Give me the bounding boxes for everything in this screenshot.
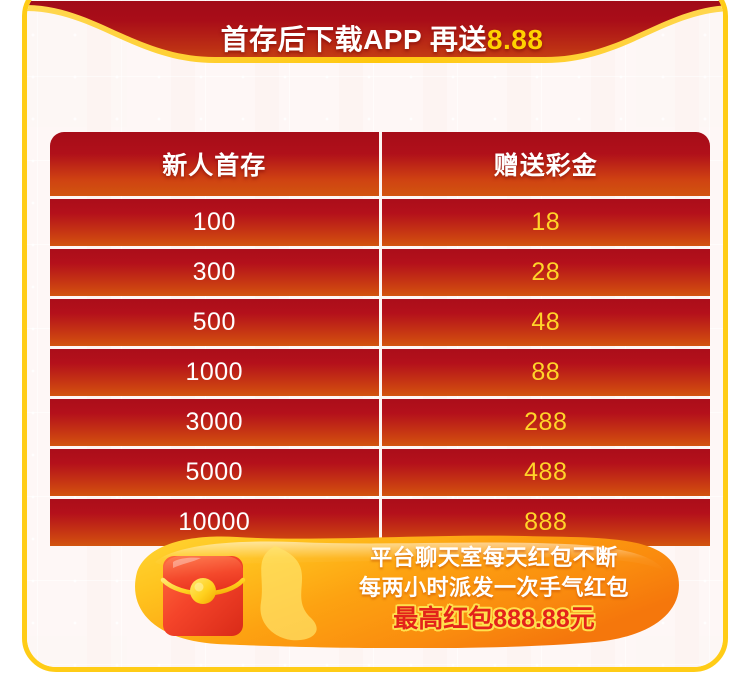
cell-bonus: 48 <box>378 299 711 346</box>
table-row: 500 48 <box>50 299 710 346</box>
bottom-banner-line-2: 每两小时派发一次手气红包 <box>358 575 629 600</box>
cell-bonus: 488 <box>378 449 711 496</box>
cell-bonus: 28 <box>378 249 711 296</box>
table-header-bonus: 赠送彩金 <box>378 132 711 196</box>
cell-bonus: 888 <box>378 499 711 546</box>
table-row: 3000 288 <box>50 399 710 446</box>
promo-card: 首存后下载APP 再送8.88 新人首存 赠送彩金 100 18 300 28 … <box>22 0 728 672</box>
cell-bonus: 88 <box>378 349 711 396</box>
table-row: 5000 488 <box>50 449 710 496</box>
top-banner-shape <box>27 1 723 63</box>
table-header-deposit: 新人首存 <box>162 152 267 180</box>
cell-deposit: 500 <box>192 308 236 336</box>
bottom-banner-shape <box>135 535 679 648</box>
cell-bonus: 18 <box>378 199 711 246</box>
top-banner <box>27 1 723 73</box>
top-banner-highlight: 8.88 <box>486 24 544 55</box>
top-banner-label: 首存后下载APP 再送 <box>220 24 487 55</box>
cell-deposit: 3000 <box>185 408 244 436</box>
table-row: 1000 88 <box>50 349 710 396</box>
bottom-banner-line-1: 平台聊天室每天红包不断 <box>370 545 618 570</box>
bottom-banner: 平台聊天室每天红包不断 每两小时派发一次手气红包 最高红包888.88元 <box>125 532 685 648</box>
bonus-table: 新人首存 赠送彩金 100 18 300 28 500 48 1000 88 3… <box>50 132 710 546</box>
bottom-banner-text: 平台聊天室每天红包不断 每两小时派发一次手气红包 最高红包888.88元 <box>305 543 683 635</box>
cell-deposit: 5000 <box>185 458 244 486</box>
cell-deposit: 100 <box>192 208 236 236</box>
table-row: 300 28 <box>50 249 710 296</box>
cell-deposit: 10000 <box>178 508 251 536</box>
cell-deposit: 300 <box>192 258 236 286</box>
top-banner-text: 首存后下载APP 再送8.88 <box>27 18 723 58</box>
bottom-banner-line-3: 最高红包888.88元 <box>393 605 595 633</box>
cell-bonus: 288 <box>378 399 711 446</box>
table-header-row: 新人首存 赠送彩金 <box>50 132 710 196</box>
table-row: 10000 888 <box>50 499 710 546</box>
table-row: 100 18 <box>50 199 710 246</box>
cell-deposit: 1000 <box>185 358 244 386</box>
red-envelope-icon <box>157 542 253 642</box>
